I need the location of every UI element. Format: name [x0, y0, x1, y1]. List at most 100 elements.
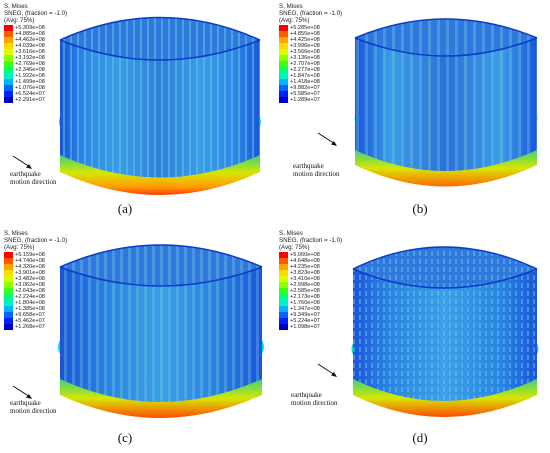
legend-tick: +3.823e+08 [290, 270, 320, 276]
legend-swatch [279, 61, 288, 67]
legend-swatch [279, 79, 288, 85]
earthquake-label: earthquake [293, 162, 324, 170]
legend-swatch [279, 85, 288, 91]
legend-swatch [4, 67, 13, 73]
legend-tick: +5.585e+07 [290, 91, 320, 97]
legend-swatch [279, 97, 288, 103]
legend-tick: +5.224e+07 [290, 318, 320, 324]
legend-tick: +4.425e+08 [290, 37, 320, 43]
legend-tick: +3.616e+08 [15, 49, 45, 55]
legend-tick: +2.224e+08 [15, 294, 45, 300]
motion-direction-label: motion direction [10, 178, 57, 186]
panel-c: S, Mises SNEG, (fraction = -1.0) (Avg: 7… [0, 227, 275, 453]
legend-swatch [4, 276, 13, 282]
panel-a: S, Mises SNEG, (fraction = -1.0) (Avg: 7… [0, 0, 275, 226]
legend-swatch [279, 91, 288, 97]
legend-tick: +9.882e+07 [290, 85, 320, 91]
legend-averaging: (Avg: 75%) [279, 244, 310, 251]
legend-variable: S, Mises [4, 3, 28, 10]
legend-section-point: SNEG, (fraction = -1.0) [4, 10, 68, 17]
legend-variable: S, Mises [279, 3, 303, 10]
legend-swatch [279, 252, 288, 258]
legend-swatch [4, 318, 13, 324]
legend-tick: +3.901e+08 [15, 270, 45, 276]
legend-tick: +1.760e+08 [290, 300, 320, 306]
tank-stress-contour-image [59, 16, 261, 195]
earthquake-label: earthquake [10, 399, 41, 407]
legend-tick: +4.462e+08 [15, 37, 45, 43]
legend-tick: +1.076e+08 [15, 85, 45, 91]
legend-swatch [279, 282, 288, 288]
legend-swatch [279, 37, 288, 43]
panel-b: S, Mises SNEG, (fraction = -1.0) (Avg: 7… [275, 0, 550, 226]
legend-swatch [4, 282, 13, 288]
legend-tick: +2.277e+08 [290, 67, 320, 73]
legend-tick: +5.462e+07 [15, 318, 45, 324]
motion-arrow-icon [317, 132, 337, 146]
legend-scale: +5.309e+08 +4.885e+08 +4.462e+08 +4.039e… [4, 25, 67, 103]
tank-stress-contour-image [351, 246, 539, 417]
legend-tick: +1.385e+08 [15, 306, 45, 312]
legend-tick: +2.173e+08 [290, 294, 320, 300]
legend-swatch [4, 85, 13, 91]
legend-swatch [279, 288, 288, 294]
legend-swatch [4, 37, 13, 43]
legend-swatch [279, 43, 288, 49]
legend-swatch [4, 258, 13, 264]
legend-tick: +3.566e+08 [290, 49, 320, 55]
legend-tick: +2.291e+07 [15, 97, 45, 103]
legend-tick: +5.285e+08 [290, 25, 320, 31]
tank-stress-contour-image [58, 244, 264, 418]
legend-swatch [279, 55, 288, 61]
legend-tick: +4.320e+08 [15, 264, 45, 270]
legend-tick: +3.136e+08 [290, 55, 320, 61]
legend-swatch [279, 294, 288, 300]
legend-swatch [4, 306, 13, 312]
legend-swatch [279, 306, 288, 312]
legend-swatch [4, 264, 13, 270]
legend-tick: +1.922e+08 [15, 73, 45, 79]
legend-swatch [279, 25, 288, 31]
legend-tick: +3.192e+08 [15, 55, 45, 61]
legend-tick: +3.996e+08 [290, 43, 320, 49]
stress-legend: S, Mises SNEG, (fraction = -1.0) (Avg: 7… [4, 3, 67, 103]
legend-swatch [4, 300, 13, 306]
legend-swatch [279, 270, 288, 276]
legend-tick: +4.039e+08 [15, 43, 45, 49]
legend-variable: S, Mises [279, 230, 303, 237]
panel-caption: (c) [117, 430, 133, 445]
legend-section-point: SNEG, (fraction = -1.0) [279, 10, 343, 17]
legend-swatch [279, 276, 288, 282]
legend-tick: +1.098e+07 [290, 324, 320, 330]
legend-swatch [4, 270, 13, 276]
motion-arrow-icon [12, 155, 32, 169]
legend-swatch [4, 73, 13, 79]
legend-swatch [4, 312, 13, 318]
panel-caption: (b) [412, 201, 428, 216]
legend-tick: +1.289e+07 [290, 97, 320, 103]
legend-tick: +4.648e+08 [290, 258, 320, 264]
legend-swatch [4, 25, 13, 31]
legend-tick: +4.740e+08 [15, 258, 45, 264]
legend-swatch [4, 43, 13, 49]
legend-tick: +2.998e+08 [290, 282, 320, 288]
legend-swatch [4, 294, 13, 300]
legend-tick: +1.847e+08 [290, 73, 320, 79]
motion-direction-label: motion direction [291, 399, 338, 407]
panel-caption: (a) [117, 201, 133, 216]
legend-swatch [4, 252, 13, 258]
legend-swatch [4, 288, 13, 294]
legend-tick: +4.235e+08 [290, 264, 320, 270]
legend-tick: +4.855e+08 [290, 31, 320, 37]
legend-averaging: (Avg: 75%) [4, 244, 35, 251]
legend-tick: +9.658e+07 [15, 312, 45, 318]
legend-tick: +3.482e+08 [15, 276, 45, 282]
legend-swatch [279, 300, 288, 306]
legend-tick: +4.885e+08 [15, 31, 45, 37]
earthquake-label: earthquake [291, 391, 322, 399]
legend-swatch [4, 55, 13, 61]
earthquake-label: earthquake [10, 170, 41, 178]
motion-direction-label: motion direction [293, 170, 340, 178]
legend-tick: +3.410e+08 [290, 276, 320, 282]
panel-caption: (d) [412, 430, 428, 445]
